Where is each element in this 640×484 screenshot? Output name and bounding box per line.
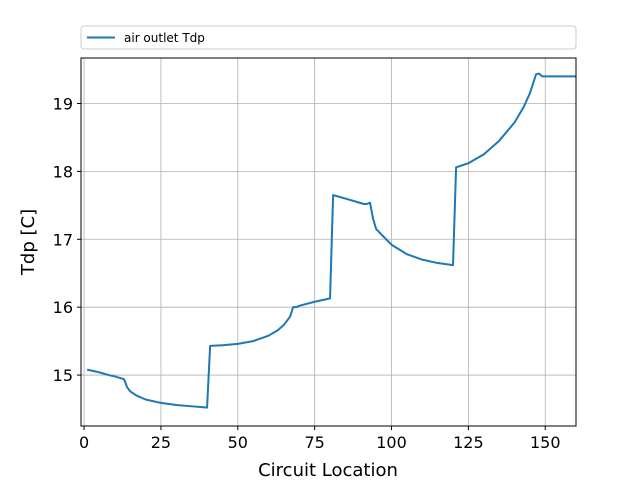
series-line-0 <box>86 72 576 409</box>
y-tick-label: 18 <box>53 162 73 181</box>
y-tick-label: 17 <box>53 230 73 249</box>
x-tick-label: 50 <box>228 433 248 452</box>
plot-frame <box>80 57 577 427</box>
series-layer <box>86 72 576 409</box>
y-tick-label: 19 <box>53 94 73 113</box>
legend-box <box>80 25 577 50</box>
y-axis-ticks: 15 16 17 18 19 <box>53 94 81 385</box>
x-tick-label: 125 <box>453 433 484 452</box>
x-axis-label: Circuit Location <box>258 460 398 480</box>
y-axis-label: Tdp [C] <box>18 209 39 276</box>
x-tick-label: 0 <box>79 433 89 452</box>
x-tick-label: 75 <box>304 433 324 452</box>
x-axis-ticks: 0 25 50 75 100 125 150 <box>79 426 561 452</box>
grid <box>81 58 576 426</box>
x-tick-label: 100 <box>376 433 407 452</box>
legend: air outlet Tdp <box>80 25 577 50</box>
y-tick-label: 16 <box>53 298 73 317</box>
y-tick-label: 15 <box>53 366 73 385</box>
x-tick-label: 150 <box>530 433 561 452</box>
legend-label: air outlet Tdp <box>124 31 205 45</box>
x-tick-label: 25 <box>151 433 171 452</box>
